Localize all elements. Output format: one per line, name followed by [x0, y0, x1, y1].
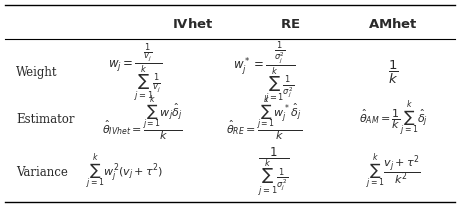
Text: $\mathbf{IVhet}$: $\mathbf{IVhet}$	[172, 18, 213, 31]
Text: $\dfrac{1}{\sum_{j=1}^{k}\frac{1}{\sigma_j^2}}$: $\dfrac{1}{\sum_{j=1}^{k}\frac{1}{\sigma…	[257, 146, 289, 198]
Text: $\hat{\theta}_{RE} = \dfrac{\sum_{j=1}^{k}w^*_j\hat{\delta}_j}{k}$: $\hat{\theta}_{RE} = \dfrac{\sum_{j=1}^{…	[226, 94, 302, 144]
Text: $w_j = \dfrac{\frac{1}{v_j}}{\sum_{j=1}^{k}\frac{1}{v_j}}$: $w_j = \dfrac{\frac{1}{v_j}}{\sum_{j=1}^…	[108, 41, 162, 104]
Text: $\sum_{j=1}^{k}\dfrac{v_j+\tau^2}{k^2}$: $\sum_{j=1}^{k}\dfrac{v_j+\tau^2}{k^2}$	[365, 153, 420, 192]
Text: $\hat{\theta}_{AM} = \dfrac{1}{k}\sum_{j=1}^{k}\hat{\delta}_j$: $\hat{\theta}_{AM} = \dfrac{1}{k}\sum_{j…	[358, 100, 427, 139]
Text: $\dfrac{1}{k}$: $\dfrac{1}{k}$	[387, 59, 397, 86]
Text: $\sum_{j=1}^{k}w_j^2(v_j+\tau^2)$: $\sum_{j=1}^{k}w_j^2(v_j+\tau^2)$	[85, 153, 162, 192]
Text: $w^*_j = \dfrac{\frac{1}{\sigma_j^2}}{\sum_{j=1}^{k}\frac{1}{\sigma_j^2}}$: $w^*_j = \dfrac{\frac{1}{\sigma_j^2}}{\s…	[233, 39, 295, 105]
Text: Variance: Variance	[16, 166, 68, 179]
Text: $\mathbf{AMhet}$: $\mathbf{AMhet}$	[368, 18, 417, 31]
Text: $\mathbf{RE}$: $\mathbf{RE}$	[279, 18, 299, 31]
Text: Estimator: Estimator	[16, 113, 74, 126]
Text: Weight: Weight	[16, 66, 57, 79]
Text: $\hat{\theta}_{IVhet} = \dfrac{\sum_{j=1}^{k}w_j\hat{\delta}_j}{k}$: $\hat{\theta}_{IVhet} = \dfrac{\sum_{j=1…	[102, 94, 183, 144]
